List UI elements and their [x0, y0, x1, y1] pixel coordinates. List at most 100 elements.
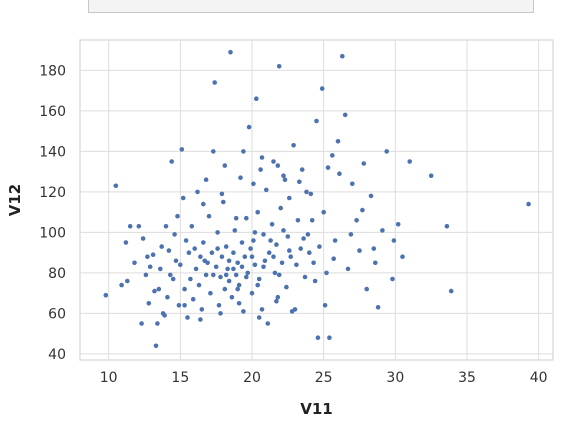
data-point	[261, 232, 266, 237]
data-point	[276, 272, 282, 278]
data-point	[193, 266, 199, 272]
data-point	[253, 96, 259, 101]
data-point	[272, 270, 278, 276]
data-point	[216, 303, 222, 308]
data-point	[203, 272, 209, 278]
y-tick-label: 160	[39, 104, 66, 120]
data-point	[132, 260, 137, 266]
data-point	[206, 213, 212, 219]
data-point	[146, 301, 152, 306]
data-point	[213, 264, 219, 270]
data-point	[281, 173, 286, 178]
data-point	[244, 215, 249, 221]
data-point	[265, 321, 271, 326]
data-point	[307, 250, 312, 255]
data-point	[196, 282, 202, 288]
data-point	[225, 266, 230, 272]
data-point	[208, 290, 213, 296]
data-points	[103, 49, 531, 349]
data-point	[241, 149, 246, 154]
data-point	[297, 179, 302, 185]
x-tick-label: 15	[171, 370, 189, 386]
data-point	[172, 232, 177, 237]
data-point	[252, 230, 258, 235]
data-point	[226, 258, 232, 264]
data-point	[294, 262, 299, 268]
data-point	[143, 272, 149, 278]
data-point	[325, 165, 331, 170]
data-point	[390, 276, 395, 282]
data-point	[256, 276, 262, 282]
data-point	[113, 183, 119, 189]
data-point	[223, 272, 229, 278]
data-point	[268, 238, 273, 243]
data-point	[315, 335, 321, 341]
data-point	[282, 177, 288, 182]
data-point	[235, 286, 240, 292]
data-point	[182, 303, 187, 308]
y-tick-label: 100	[39, 225, 66, 241]
x-tick-label: 20	[243, 370, 261, 386]
data-point	[198, 317, 203, 322]
data-point	[163, 224, 169, 229]
data-point	[182, 286, 187, 292]
tick-labels: 10 15 20 25 30 35 40 40 60 80 100 120 140 160 180	[39, 63, 547, 386]
data-point	[195, 189, 200, 195]
data-point	[145, 254, 150, 259]
data-point	[158, 266, 163, 272]
data-point	[127, 224, 133, 229]
data-point	[169, 159, 174, 164]
data-point	[150, 252, 156, 257]
data-point	[368, 193, 374, 199]
data-point	[236, 282, 242, 288]
data-point	[119, 282, 124, 288]
data-point	[255, 282, 260, 288]
top-panel	[88, 0, 534, 13]
data-point	[219, 191, 225, 197]
data-point	[147, 264, 153, 270]
data-point	[380, 228, 385, 233]
data-point	[222, 163, 228, 168]
data-point	[202, 258, 207, 264]
data-point	[299, 167, 305, 172]
data-point	[444, 224, 450, 229]
y-tick-label: 180	[39, 63, 66, 79]
data-point	[178, 262, 183, 268]
data-point	[228, 49, 233, 55]
data-point	[312, 278, 318, 284]
data-point	[209, 250, 215, 255]
data-point	[218, 274, 223, 280]
data-point	[222, 286, 228, 292]
data-point	[103, 292, 109, 298]
data-point	[255, 209, 260, 215]
data-point	[342, 112, 348, 118]
data-point	[189, 224, 195, 229]
data-point	[223, 244, 229, 249]
data-point	[271, 254, 276, 259]
data-point	[281, 228, 286, 233]
grid-lines	[80, 40, 553, 360]
data-point	[335, 139, 341, 144]
data-point	[391, 238, 397, 243]
data-point	[395, 222, 401, 227]
data-point	[400, 254, 405, 259]
data-point	[287, 195, 292, 201]
data-point	[278, 205, 284, 211]
data-point	[301, 236, 306, 241]
data-point	[261, 264, 266, 270]
data-point	[309, 218, 315, 223]
data-point	[285, 234, 291, 239]
data-point	[322, 303, 328, 308]
data-point	[190, 296, 196, 302]
data-point	[246, 124, 252, 130]
data-point	[215, 246, 220, 251]
data-point	[291, 143, 296, 148]
data-point	[239, 264, 245, 270]
data-point	[279, 260, 285, 266]
data-point	[236, 301, 242, 306]
data-point	[159, 244, 164, 249]
data-point	[284, 284, 289, 290]
data-point	[218, 311, 223, 316]
x-axis-title: V11	[300, 400, 332, 418]
